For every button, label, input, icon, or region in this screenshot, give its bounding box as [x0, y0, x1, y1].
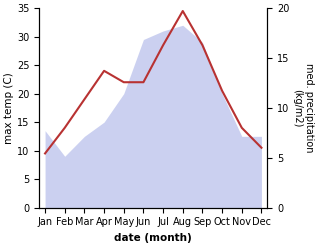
- Y-axis label: max temp (C): max temp (C): [4, 72, 14, 144]
- Y-axis label: med. precipitation
(kg/m2): med. precipitation (kg/m2): [292, 63, 314, 153]
- X-axis label: date (month): date (month): [114, 233, 192, 243]
